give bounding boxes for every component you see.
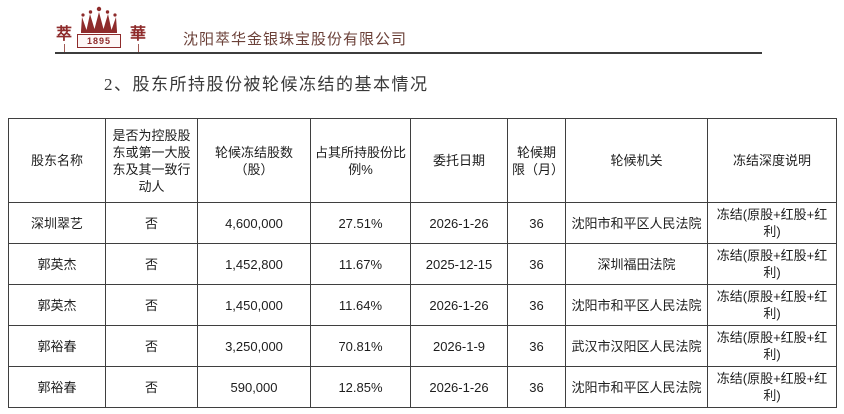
column-header: 是否为控股股东或第一大股东及其一致行动人: [105, 118, 198, 203]
table-cell: 36: [507, 202, 566, 244]
table-cell: 2025-12-15: [410, 243, 508, 285]
crown-icon: [81, 6, 117, 33]
letterhead: 萃 1895 華 沈阳萃华金银珠宝股份有限公司: [0, 0, 844, 56]
table-cell: 2026-1-26: [410, 202, 508, 244]
table-cell: 否: [105, 202, 198, 244]
table-cell: 1,452,800: [197, 243, 311, 285]
section-title: 2、股东所持股份被轮候冻结的基本情况: [104, 75, 429, 94]
table-row: 郭裕春否 590,000 12.85% 2026-1-26 36 沈阳市和平区人民法院 冻结…: [8, 366, 837, 408]
table-cell: 11.64%: [310, 284, 411, 326]
column-header: 轮候冻结股数（股）: [197, 118, 311, 203]
column-header: 冻结深度说明: [707, 118, 837, 203]
logo-tassel-right: [138, 44, 139, 53]
table-body: 深圳翠艺否 4,600,000 27.51% 2026-1-26 36 沈阳市和平区人民法…: [8, 202, 837, 408]
table-row: 郭英杰否 1,452,800 11.67% 2025-12-15 36 深圳福田法院 冻结(…: [8, 243, 837, 285]
table-row: 郭裕春否 3,250,000 70.81% 2026-1-9 36 武汉市汉阳区人民法院冻…: [8, 325, 837, 367]
table-cell: 12.85%: [310, 366, 411, 408]
column-header: 轮候机关: [565, 118, 708, 203]
column-header: 占其所持股份比例%: [310, 118, 411, 203]
table-cell: 否: [105, 284, 198, 326]
table-cell: 深圳福田法院: [565, 243, 708, 285]
table-cell: 2026-1-9: [410, 325, 508, 367]
freeze-queue-table: 股东名称 是否为控股股东或第一大股东及其一致行动人 轮候冻结股数（股） 占其所持股份比…: [8, 118, 837, 408]
table-row: 深圳翠艺否 4,600,000 27.51% 2026-1-26 36 沈阳市和平区人民法…: [8, 202, 837, 244]
table-cell: 36: [507, 284, 566, 326]
table-cell: 36: [507, 325, 566, 367]
column-header: 委托日期: [410, 118, 508, 203]
table-cell: 27.51%: [310, 202, 411, 244]
table-cell: 2026-1-26: [410, 366, 508, 408]
table-cell: 沈阳市和平区人民法院: [565, 366, 708, 408]
table-cell: 郭英杰: [8, 243, 106, 285]
logo-right-character: 華: [130, 26, 147, 43]
table-cell: 郭裕春: [8, 366, 106, 408]
header-divider: [55, 52, 762, 54]
table-cell: 1,450,000: [197, 284, 311, 326]
table-cell: 郭裕春: [8, 325, 106, 367]
table-header-row: 股东名称 是否为控股股东或第一大股东及其一致行动人 轮候冻结股数（股） 占其所持股份比…: [8, 118, 837, 203]
table-cell: 590,000: [197, 366, 311, 408]
table-cell: 3,250,000: [197, 325, 311, 367]
table-cell: 郭英杰: [8, 284, 106, 326]
column-header: 轮候期限（月）: [507, 118, 566, 203]
table-cell: 11.67%: [310, 243, 411, 285]
table-cell: 否: [105, 366, 198, 408]
table-cell: 冻结(原股+红股+红利): [707, 202, 837, 244]
table-cell: 冻结(原股+红股+红利): [707, 325, 837, 367]
table-cell: 冻结(原股+红股+红利): [707, 366, 837, 408]
column-header: 股东名称: [8, 118, 106, 203]
table-row: 郭英杰否 1,450,000 11.64% 2026-1-26 36 沈阳市和平区人民法院…: [8, 284, 837, 326]
table-cell: 否: [105, 243, 198, 285]
table-cell: 武汉市汉阳区人民法院: [565, 325, 708, 367]
logo-tassel-left: [64, 44, 65, 53]
table-cell: 冻结(原股+红股+红利): [707, 284, 837, 326]
table-cell: 冻结(原股+红股+红利): [707, 243, 837, 285]
table-cell: 深圳翠艺: [8, 202, 106, 244]
table-cell: 否: [105, 325, 198, 367]
table-cell: 沈阳市和平区人民法院: [565, 202, 708, 244]
logo-year-badge: 1895: [77, 34, 121, 48]
company-logo: 萃 1895 華: [56, 6, 174, 53]
table-cell: 4,600,000: [197, 202, 311, 244]
table-cell: 36: [507, 366, 566, 408]
table-cell: 2026-1-26: [410, 284, 508, 326]
company-name: 沈阳萃华金银珠宝股份有限公司: [183, 31, 408, 48]
table-cell: 36: [507, 243, 566, 285]
table-cell: 70.81%: [310, 325, 411, 367]
logo-left-character: 萃: [56, 26, 73, 43]
table-cell: 沈阳市和平区人民法院: [565, 284, 708, 326]
